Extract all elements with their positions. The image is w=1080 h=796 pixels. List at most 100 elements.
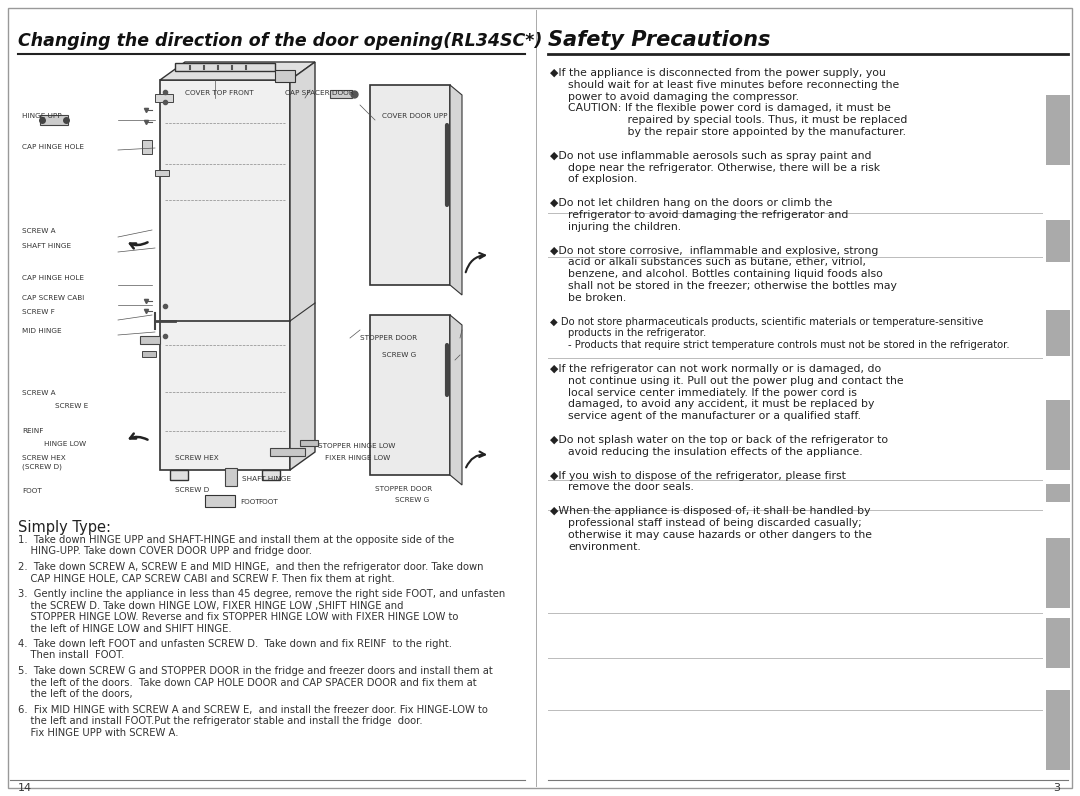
- Text: service agent of the manufacturer or a qualified staff.: service agent of the manufacturer or a q…: [568, 412, 861, 421]
- Text: be broken.: be broken.: [568, 293, 626, 302]
- Text: ◆Do not store corrosive,  inflammable and explosive, strong: ◆Do not store corrosive, inflammable and…: [550, 246, 878, 256]
- Text: CAP HINGE HOLE, CAP SCREW CABl and SCREW F. Then fix them at right.: CAP HINGE HOLE, CAP SCREW CABl and SCREW…: [18, 573, 395, 583]
- Text: COVER DOOR UPP: COVER DOOR UPP: [382, 113, 447, 119]
- Text: Fix HINGE UPP with SCREW A.: Fix HINGE UPP with SCREW A.: [18, 728, 178, 738]
- Text: ◆When the appliance is disposed of, it shall be handled by: ◆When the appliance is disposed of, it s…: [550, 506, 870, 516]
- Bar: [1047, 400, 1070, 470]
- Text: Changing the direction of the door opening(RL34SC*): Changing the direction of the door openi…: [18, 32, 542, 50]
- Bar: [156, 170, 168, 176]
- Text: avoid reducing the insulation effects of the appliance.: avoid reducing the insulation effects of…: [568, 447, 863, 457]
- Text: the SCREW D. Take down HINGE LOW, FIXER HINGE LOW ,SHIFT HINGE and: the SCREW D. Take down HINGE LOW, FIXER …: [18, 600, 404, 611]
- Bar: [141, 351, 156, 357]
- Bar: [225, 468, 237, 486]
- Text: CAUTION: If the flexible power cord is damaged, it must be: CAUTION: If the flexible power cord is d…: [568, 103, 891, 113]
- Bar: [205, 495, 235, 507]
- Text: ◆If you wish to dispose of the refrigerator, please first: ◆If you wish to dispose of the refrigera…: [550, 470, 846, 481]
- Text: 5.  Take down SCREW G and STOPPER DOOR in the fridge and freezer doors and insta: 5. Take down SCREW G and STOPPER DOOR in…: [18, 666, 492, 676]
- Bar: [1047, 95, 1070, 165]
- Polygon shape: [450, 85, 462, 295]
- Text: 1.  Take down HINGE UPP and SHAFT-HINGE and install them at the opposite side of: 1. Take down HINGE UPP and SHAFT-HINGE a…: [18, 535, 455, 545]
- Text: SCREW D: SCREW D: [175, 487, 210, 493]
- Text: ◆Do not splash water on the top or back of the refrigerator to: ◆Do not splash water on the top or back …: [550, 435, 888, 445]
- Text: the left and install FOOT.Put the refrigerator stable and install the fridge  do: the left and install FOOT.Put the refrig…: [18, 716, 422, 726]
- Text: remove the door seals.: remove the door seals.: [568, 482, 693, 493]
- Text: STOPPER HINGE LOW. Reverse and fix STOPPER HINGE LOW with FIXER HINGE LOW to: STOPPER HINGE LOW. Reverse and fix STOPP…: [18, 612, 458, 622]
- Text: ◆If the refrigerator can not work normally or is damaged, do: ◆If the refrigerator can not work normal…: [550, 364, 881, 374]
- Text: 3: 3: [1053, 783, 1059, 793]
- Bar: [1047, 538, 1070, 608]
- Text: SCREW F: SCREW F: [22, 309, 55, 315]
- Text: Then install  FOOT.: Then install FOOT.: [18, 650, 124, 661]
- Text: HING-UPP. Take down COVER DOOR UPP and fridge door.: HING-UPP. Take down COVER DOOR UPP and f…: [18, 547, 312, 556]
- Text: COVER TOP FRONT: COVER TOP FRONT: [185, 90, 254, 96]
- Text: dope near the refrigerator. Otherwise, there will be a risk: dope near the refrigerator. Otherwise, t…: [568, 162, 880, 173]
- Text: SCREW G: SCREW G: [382, 352, 416, 358]
- Bar: [1047, 618, 1070, 668]
- Text: power to avoid damaging the compressor.: power to avoid damaging the compressor.: [568, 92, 799, 102]
- Text: CAP HINGE HOLE: CAP HINGE HOLE: [22, 275, 84, 281]
- Text: professional staff instead of being discarded casually;: professional staff instead of being disc…: [568, 518, 862, 528]
- Bar: [141, 140, 152, 154]
- Text: not continue using it. Pull out the power plug and contact the: not continue using it. Pull out the powe…: [568, 376, 904, 386]
- Text: damaged, to avoid any accident, it must be replaced by: damaged, to avoid any accident, it must …: [568, 400, 875, 409]
- Text: environment.: environment.: [568, 541, 640, 552]
- Text: SCREW HEX: SCREW HEX: [22, 455, 66, 461]
- Bar: [160, 80, 291, 470]
- Text: 14: 14: [18, 783, 32, 793]
- Bar: [170, 470, 188, 480]
- Bar: [1047, 484, 1070, 502]
- Bar: [40, 115, 68, 125]
- Text: local service center immediately. If the power cord is: local service center immediately. If the…: [568, 388, 856, 397]
- Text: SCREW HEX: SCREW HEX: [175, 455, 219, 461]
- Bar: [275, 70, 295, 82]
- Text: products in the refrigerator.: products in the refrigerator.: [568, 329, 706, 338]
- Text: 2.  Take down SCREW A, SCREW E and MID HINGE,  and then the refrigerator door. T: 2. Take down SCREW A, SCREW E and MID HI…: [18, 562, 484, 572]
- Polygon shape: [450, 315, 462, 485]
- Bar: [300, 440, 318, 446]
- Text: Simply Type:: Simply Type:: [18, 520, 111, 535]
- Text: the left of the doors.  Take down CAP HOLE DOOR and CAP SPACER DOOR and fix them: the left of the doors. Take down CAP HOL…: [18, 677, 476, 688]
- Text: STOPPER DOOR: STOPPER DOOR: [375, 486, 432, 492]
- Text: SCREW A: SCREW A: [22, 390, 56, 396]
- Text: FOOT: FOOT: [22, 488, 42, 494]
- Text: of explosion.: of explosion.: [568, 174, 637, 185]
- Text: the left of HINGE LOW and SHIFT HINGE.: the left of HINGE LOW and SHIFT HINGE.: [18, 623, 231, 634]
- Text: 4.  Take down left FOOT and unfasten SCREW D.  Take down and fix REINF  to the r: 4. Take down left FOOT and unfasten SCRE…: [18, 639, 453, 649]
- Text: ◆Do not let children hang on the doors or climb the: ◆Do not let children hang on the doors o…: [550, 198, 833, 209]
- Bar: [370, 315, 450, 475]
- Text: injuring the children.: injuring the children.: [568, 222, 681, 232]
- Polygon shape: [291, 62, 315, 470]
- Text: 6.  Fix MID HINGE with SCREW A and SCREW E,  and install the freezer door. Fix H: 6. Fix MID HINGE with SCREW A and SCREW …: [18, 704, 488, 715]
- Text: - Products that require strict temperature controls must not be stored in the re: - Products that require strict temperatu…: [568, 340, 1010, 350]
- Text: the left of the doors,: the left of the doors,: [18, 689, 133, 699]
- Bar: [370, 85, 450, 285]
- Bar: [140, 336, 160, 344]
- Text: repaired by special tools. Thus, it must be replaced: repaired by special tools. Thus, it must…: [596, 115, 907, 125]
- Text: Safety Precautions: Safety Precautions: [548, 30, 770, 50]
- Text: CAP HINGE HOLE: CAP HINGE HOLE: [22, 144, 84, 150]
- Text: SHAFT HINGE: SHAFT HINGE: [22, 243, 71, 249]
- Text: ◆If the appliance is disconnected from the power supply, you: ◆If the appliance is disconnected from t…: [550, 68, 886, 78]
- Bar: [270, 448, 305, 456]
- Text: STOPPER DOOR: STOPPER DOOR: [360, 335, 417, 341]
- Text: acid or alkali substances such as butane, ether, vitriol,: acid or alkali substances such as butane…: [568, 257, 866, 267]
- Bar: [1047, 310, 1070, 356]
- Text: FIXER HINGE LOW: FIXER HINGE LOW: [325, 455, 390, 461]
- Text: FOOT: FOOT: [240, 499, 260, 505]
- Text: HINGE LOW: HINGE LOW: [44, 441, 86, 447]
- Text: CAP SPACER DOOR: CAP SPACER DOOR: [285, 90, 354, 96]
- Bar: [175, 63, 275, 71]
- Bar: [1047, 690, 1070, 770]
- Text: otherwise it may cause hazards or other dangers to the: otherwise it may cause hazards or other …: [568, 530, 872, 540]
- Text: STOPPER HINGE LOW: STOPPER HINGE LOW: [318, 443, 395, 449]
- Text: REINF: REINF: [22, 428, 43, 434]
- Text: HINGE UPP: HINGE UPP: [22, 113, 62, 119]
- Text: SCREW A: SCREW A: [22, 228, 56, 234]
- Bar: [1047, 220, 1070, 262]
- Text: ◆Do not use inflammable aerosols such as spray paint and: ◆Do not use inflammable aerosols such as…: [550, 150, 872, 161]
- Text: shall not be stored in the freezer; otherwise the bottles may: shall not be stored in the freezer; othe…: [568, 281, 896, 291]
- Bar: [156, 94, 173, 102]
- Text: FOOT: FOOT: [258, 499, 278, 505]
- Text: refrigerator to avoid damaging the refrigerator and: refrigerator to avoid damaging the refri…: [568, 210, 849, 220]
- Text: SCREW E: SCREW E: [55, 403, 89, 409]
